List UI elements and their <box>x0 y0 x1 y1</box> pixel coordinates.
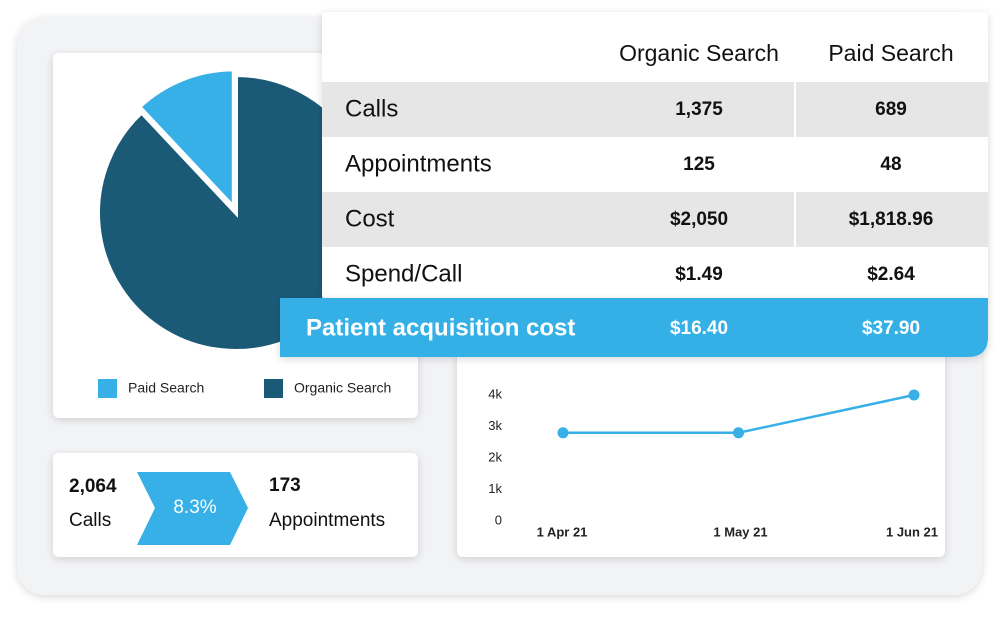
highlight-value: $16.40 <box>670 318 728 339</box>
highlight-label: Patient acquisition cost <box>306 314 575 341</box>
calls-label: Calls <box>69 510 111 531</box>
line-point <box>557 427 569 439</box>
rate-value: 8.3% <box>173 497 216 518</box>
line-point <box>733 427 744 439</box>
row-label: Spend/Call <box>345 260 462 287</box>
cell-value: $1,818.96 <box>849 209 934 230</box>
cell-value: 48 <box>880 154 901 175</box>
pie-slice <box>136 67 236 213</box>
row-background <box>322 192 988 247</box>
y-tick-label: 1k <box>488 481 502 496</box>
appointments-label: Appointments <box>269 510 385 531</box>
cell-value: 689 <box>875 99 907 120</box>
appointments-value: 173 <box>269 475 301 496</box>
cell-value: 125 <box>683 154 715 175</box>
column-header: Organic Search <box>619 40 779 66</box>
row-background <box>322 82 988 137</box>
y-tick-label: 0 <box>495 512 502 527</box>
rate-chevron <box>137 472 248 545</box>
cell-value: $1.49 <box>675 264 723 285</box>
legend-label: Organic Search <box>294 380 391 396</box>
x-tick-label: 1 May 21 <box>713 524 767 539</box>
highlight-value: $37.90 <box>862 318 920 339</box>
legend-label: Paid Search <box>128 380 204 396</box>
column-header: Paid Search <box>828 40 953 66</box>
calls-value: 2,064 <box>69 476 117 497</box>
x-tick-label: 1 Apr 21 <box>537 524 588 539</box>
line-card <box>457 320 945 557</box>
line-chart: 0 1k 2k 3k 4k 1 Apr 21 1 May 21 1 Jun 21 <box>488 386 938 539</box>
y-tick-label: 2k <box>488 449 502 464</box>
table: Organic Search Paid Search Calls 1,375 689 Ap… <box>280 40 988 357</box>
row-label: Calls <box>345 95 398 122</box>
cell-value: $2,050 <box>670 209 728 230</box>
row-label: Cost <box>345 205 395 232</box>
y-tick-label: 4k <box>488 386 502 401</box>
y-tick-label: 3k <box>488 418 502 433</box>
x-tick-label: 1 Jun 21 <box>886 524 938 539</box>
line-point <box>908 389 920 401</box>
highlight-bar <box>280 298 988 357</box>
cell-value: 1,375 <box>675 99 723 120</box>
row-label: Appointments <box>345 150 492 177</box>
legend-swatch <box>264 379 283 398</box>
cell-value: $2.64 <box>867 264 915 285</box>
legend-swatch <box>98 379 117 398</box>
